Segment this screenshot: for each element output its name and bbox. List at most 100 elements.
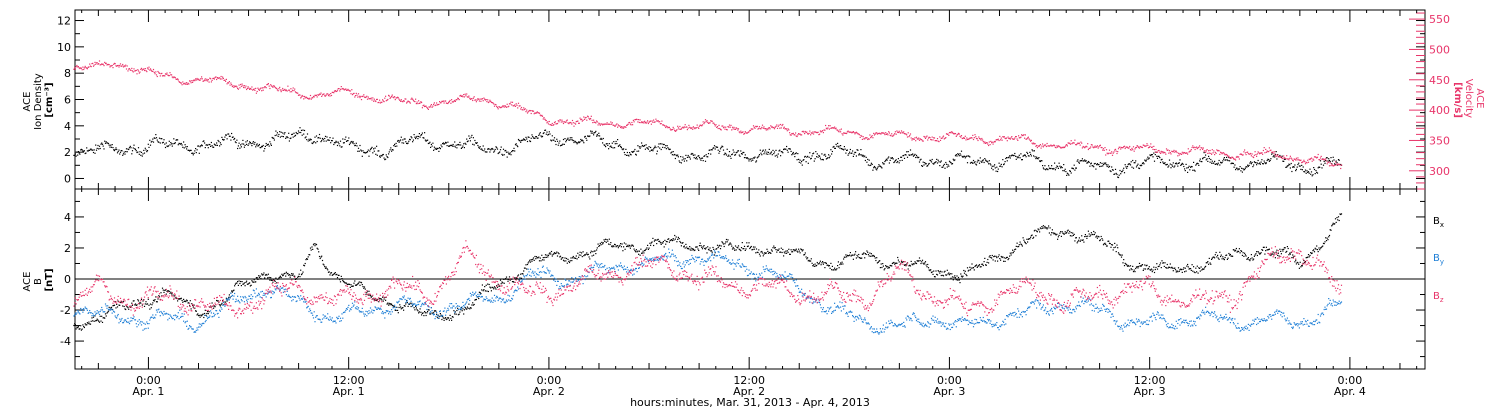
- data-point: [1024, 154, 1026, 156]
- data-point: [457, 144, 459, 146]
- data-point: [357, 150, 359, 152]
- data-point: [518, 105, 520, 107]
- data-point: [367, 96, 369, 98]
- data-point: [513, 147, 515, 149]
- data-point: [706, 252, 708, 254]
- data-point: [493, 286, 496, 288]
- data-point: [276, 282, 278, 284]
- data-point: [653, 119, 655, 121]
- data-point: [1218, 159, 1220, 162]
- data-point: [411, 97, 413, 99]
- data-point: [1164, 162, 1166, 164]
- data-point: [1292, 166, 1294, 168]
- data-point: [86, 324, 88, 326]
- data-point: [644, 144, 646, 147]
- data-point: [749, 129, 752, 132]
- data-point: [300, 97, 302, 99]
- data-point: [688, 156, 690, 158]
- data-point: [1078, 142, 1080, 144]
- data-point: [630, 245, 632, 247]
- data-point: [1214, 151, 1216, 153]
- data-point: [768, 148, 770, 150]
- data-point: [704, 160, 707, 162]
- data-point: [1168, 152, 1170, 154]
- data-point: [1102, 165, 1104, 167]
- data-point: [584, 254, 586, 256]
- data-point: [141, 304, 143, 306]
- data-point: [631, 244, 633, 246]
- data-point: [433, 102, 435, 104]
- data-point: [1115, 150, 1117, 152]
- data-point: [1154, 151, 1156, 153]
- data-point: [800, 134, 802, 136]
- data-point: [1144, 145, 1147, 147]
- data-point: [734, 245, 737, 247]
- data-point: [304, 97, 306, 99]
- data-point: [1205, 150, 1207, 152]
- data-point: [1241, 167, 1243, 169]
- bfield-tick-label: -2: [60, 304, 71, 317]
- data-point: [284, 132, 286, 134]
- data-point: [303, 98, 305, 100]
- data-point: [1319, 157, 1322, 159]
- data-point: [489, 286, 491, 288]
- data-point: [1001, 139, 1003, 141]
- data-point: [363, 151, 365, 154]
- data-point: [270, 143, 272, 145]
- data-point: [1308, 172, 1310, 174]
- data-point: [174, 142, 176, 144]
- data-point: [1202, 157, 1204, 159]
- data-point: [345, 88, 347, 90]
- data-point: [1312, 174, 1314, 176]
- data-point: [590, 117, 592, 120]
- data-point: [153, 71, 155, 73]
- data-point: [106, 142, 108, 144]
- data-point: [188, 83, 190, 85]
- data-point: [400, 139, 402, 141]
- data-point: [1125, 166, 1127, 168]
- data-point: [111, 64, 113, 67]
- data-point: [409, 302, 411, 304]
- data-point: [1298, 159, 1300, 161]
- data-point: [1149, 145, 1151, 147]
- data-point: [107, 311, 109, 313]
- data-point: [303, 133, 305, 135]
- data-point: [709, 149, 711, 151]
- data-point: [702, 160, 704, 162]
- data-point: [231, 136, 233, 138]
- data-point: [904, 154, 906, 156]
- data-point: [813, 264, 815, 266]
- data-point: [744, 131, 746, 133]
- data-point: [827, 264, 829, 266]
- data-point: [1236, 155, 1238, 158]
- data-point: [170, 142, 172, 144]
- data-point: [144, 147, 146, 149]
- data-point: [532, 257, 535, 259]
- data-point: [515, 277, 517, 279]
- data-point: [1231, 162, 1233, 164]
- data-point: [127, 148, 129, 150]
- data-point: [905, 265, 907, 267]
- data-point: [146, 71, 148, 73]
- time-tick-label: 0:00: [937, 374, 962, 387]
- data-point: [193, 304, 195, 306]
- data-point: [1286, 165, 1288, 167]
- data-point: [288, 89, 290, 91]
- data-point: [605, 241, 607, 243]
- data-point: [763, 253, 765, 255]
- data-point: [1177, 162, 1180, 164]
- data-point: [998, 162, 1000, 164]
- data-point: [462, 96, 464, 98]
- data-point: [849, 148, 851, 151]
- data-point: [530, 112, 532, 115]
- data-point: [195, 310, 197, 312]
- data-point: [499, 106, 501, 108]
- data-point: [678, 128, 680, 130]
- data-point: [394, 99, 396, 101]
- data-point: [352, 285, 354, 287]
- data-point: [996, 166, 998, 168]
- data-point: [673, 154, 675, 156]
- data-point: [629, 121, 631, 124]
- data-point: [1159, 157, 1161, 159]
- data-point: [511, 278, 513, 280]
